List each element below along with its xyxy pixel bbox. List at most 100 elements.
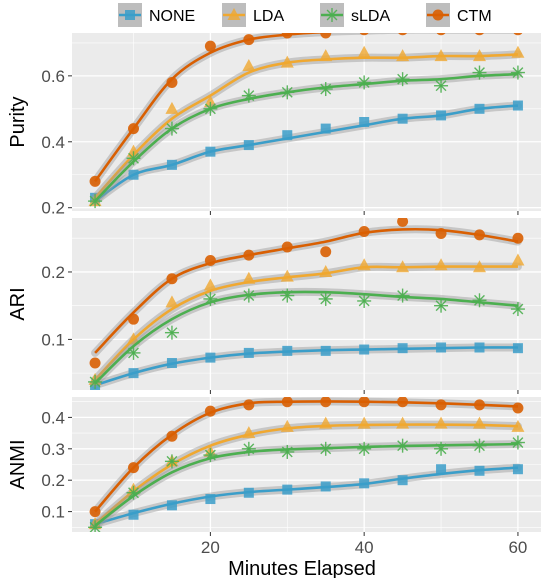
data-point: [512, 232, 524, 244]
data-point: [166, 430, 178, 442]
data-point: [435, 228, 447, 240]
data-point: [472, 416, 486, 429]
data-point: [243, 399, 255, 411]
data-point: [357, 75, 372, 90]
data-point: [512, 402, 524, 414]
data-point: [512, 464, 523, 475]
legend: NONE LDA sLDA CTM: [118, 3, 492, 27]
trend-line: [94, 33, 333, 183]
data-point: [88, 520, 103, 532]
legend-label: sLDA: [351, 8, 390, 25]
data-point: [320, 397, 332, 408]
data-point: [128, 509, 139, 520]
legend-entry-lda: LDA: [222, 3, 284, 27]
legend-marker: [325, 8, 339, 22]
y-tick-label: 0.6: [41, 67, 65, 86]
data-point: [474, 103, 485, 114]
data-point: [472, 49, 486, 62]
data-point: [165, 295, 179, 308]
data-point: [396, 49, 410, 62]
data-point: [281, 33, 293, 39]
y-tick-label: 0.4: [41, 408, 65, 427]
data-point: [358, 397, 370, 408]
data-point: [89, 175, 101, 187]
data-point: [204, 254, 216, 266]
data-point: [166, 358, 177, 369]
data-point: [205, 146, 216, 157]
y-axis-label: Purity: [7, 96, 29, 147]
series-lda: [88, 416, 525, 530]
data-point: [128, 313, 140, 325]
series-lda: [88, 45, 525, 207]
series-ctm: [89, 33, 523, 187]
data-point: [204, 405, 216, 417]
data-point: [472, 65, 487, 80]
data-point: [434, 49, 448, 62]
data-point: [164, 454, 179, 469]
data-point: [511, 45, 525, 58]
panels: 0.2 0.4 0.6 Purity 0.1 0.2 ARI 0.1 0.2 0.3 0.4 ANMI: [7, 33, 541, 536]
y-tick-label: 0.4: [41, 133, 65, 152]
legend-label: LDA: [253, 8, 284, 25]
x-tick-label: 20: [201, 538, 220, 557]
data-point: [395, 288, 410, 303]
trend-line: [94, 290, 519, 385]
data-point: [166, 273, 178, 285]
data-point: [166, 76, 178, 88]
data-point: [282, 130, 293, 141]
series-none: [90, 463, 523, 530]
data-point: [280, 85, 295, 100]
data-point: [242, 426, 256, 439]
legend-label: NONE: [149, 8, 195, 25]
data-point: [436, 464, 447, 475]
series-ctm: [89, 397, 524, 518]
data-point: [397, 343, 408, 354]
data-point: [203, 291, 218, 306]
data-point: [319, 416, 333, 429]
data-point: [282, 484, 293, 495]
data-point: [320, 246, 332, 258]
panel-purity: 0.2 0.4 0.6 Purity: [7, 33, 541, 218]
y-tick-label: 0.2: [41, 263, 65, 282]
data-point: [397, 397, 409, 408]
data-point: [475, 33, 484, 36]
data-point: [434, 416, 448, 429]
data-point: [359, 33, 369, 36]
data-point: [357, 45, 371, 58]
series-slda: [88, 287, 525, 389]
data-point: [281, 241, 293, 253]
legend-entry-slda: sLDA: [320, 3, 390, 27]
series-none: [90, 100, 523, 206]
legend-entry-none: NONE: [118, 3, 195, 27]
data-point: [204, 40, 216, 52]
y-tick-label: 0.2: [41, 199, 65, 218]
legend-marker: [432, 9, 444, 21]
data-point: [473, 229, 485, 241]
data-point: [512, 343, 523, 354]
data-point: [242, 58, 256, 71]
data-point: [319, 49, 333, 62]
data-point: [512, 100, 523, 111]
data-point: [473, 399, 485, 411]
legend-marker: [125, 10, 135, 20]
data-point: [320, 481, 331, 492]
data-point: [510, 65, 525, 80]
data-point: [241, 441, 256, 456]
data-point: [243, 140, 254, 151]
legend-label: CTM: [457, 8, 492, 25]
y-axis-label: ANMI: [7, 440, 29, 490]
data-point: [318, 82, 333, 97]
data-point: [126, 151, 141, 166]
data-point: [396, 260, 410, 273]
data-point: [320, 123, 331, 134]
data-point: [320, 345, 331, 356]
series-slda: [88, 435, 525, 532]
panel-background: [72, 33, 541, 211]
data-point: [318, 291, 333, 306]
data-point: [434, 441, 449, 456]
data-point: [397, 218, 409, 227]
y-tick-label: 0.1: [41, 330, 65, 349]
data-point: [203, 448, 218, 463]
series-slda: [88, 65, 525, 209]
